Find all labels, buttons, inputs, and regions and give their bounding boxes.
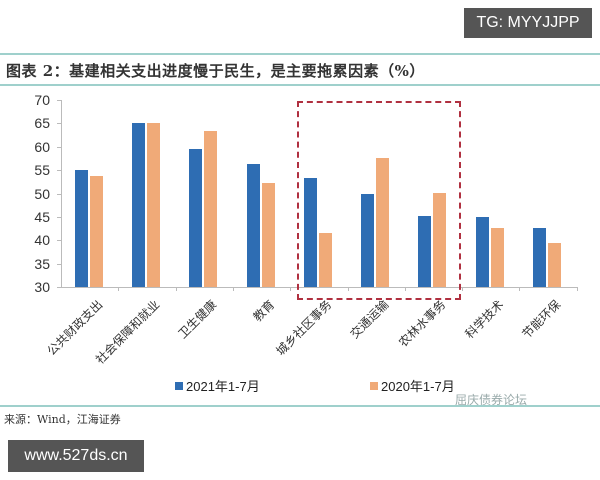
bar-2020 — [146, 123, 160, 287]
y-tick-label: 50 — [34, 185, 50, 202]
bar-2021 — [361, 194, 375, 287]
x-category-label: 科学技术 — [462, 297, 507, 342]
x-tick-mark — [462, 287, 464, 291]
y-tick-label: 35 — [34, 255, 50, 272]
bar-2021 — [131, 123, 145, 287]
x-tick-mark — [519, 287, 521, 291]
chart-title: 图表 2：基建相关支出进度慢于民生，是主要拖累因素（%） — [6, 62, 425, 80]
bar-2021 — [74, 169, 88, 287]
legend-item-2021: 2021年1-7月 — [175, 376, 260, 395]
bar-2021 — [246, 164, 260, 287]
y-tick-label: 65 — [34, 115, 50, 132]
title-rule-top — [0, 53, 600, 55]
x-category-label: 农林水事务 — [396, 297, 449, 350]
y-tick-mark — [57, 100, 61, 101]
y-tick-label: 45 — [34, 208, 50, 225]
x-axis — [61, 287, 577, 288]
legend-item-2020: 2020年1-7月 — [370, 376, 455, 395]
y-tick-mark — [57, 216, 61, 218]
bar-2020 — [433, 193, 447, 287]
x-category-label: 节能环保 — [519, 297, 564, 342]
bar-2020 — [490, 227, 504, 287]
brand-watermark: 屈庆债券论坛 — [455, 393, 528, 407]
bar-2020 — [204, 131, 218, 287]
y-tick-mark — [57, 263, 61, 265]
y-tick-mark — [57, 146, 61, 148]
x-category-label: 交通运输 — [347, 297, 392, 342]
x-tick-mark — [118, 287, 120, 291]
y-tick-mark — [57, 287, 61, 288]
highlight-dashed-box — [297, 101, 461, 300]
source-note: 来源：Wind，江海证券 — [4, 413, 121, 426]
x-tick-mark — [290, 287, 292, 291]
y-tick-label: 70 — [34, 92, 50, 108]
bar-2021 — [189, 148, 203, 287]
x-tick-mark — [404, 287, 406, 291]
y-tick-label: 60 — [34, 138, 50, 155]
title-rule-bottom — [0, 84, 600, 86]
x-tick-mark — [576, 287, 578, 291]
y-tick-mark — [57, 193, 61, 195]
watermark-tg: TG: MYYJJPP — [464, 8, 592, 38]
bar-2021 — [418, 215, 432, 287]
y-tick-mark — [57, 170, 61, 172]
bar-2020 — [548, 243, 562, 287]
source-rule — [0, 405, 600, 407]
watermark-url: www.527ds.cn — [8, 440, 144, 472]
bar-2020 — [376, 157, 390, 287]
x-category-label: 卫生健康 — [175, 297, 220, 342]
bar-2021 — [533, 228, 547, 287]
legend-swatch-2020 — [370, 381, 378, 390]
bar-2020 — [261, 183, 275, 287]
bar-2020 — [318, 232, 332, 287]
x-tick-mark — [347, 287, 349, 291]
x-tick-mark — [175, 287, 177, 291]
legend-swatch-2021 — [175, 381, 183, 390]
legend-label-2020: 2020年1-7月 — [381, 379, 455, 394]
bar-2020 — [89, 176, 103, 287]
y-tick-mark — [57, 123, 61, 125]
bar-2021 — [303, 177, 317, 287]
y-tick-mark — [57, 240, 61, 242]
y-tick-label: 55 — [34, 162, 50, 179]
y-axis — [61, 100, 62, 287]
x-category-label: 城乡社区事务 — [273, 297, 335, 359]
y-tick-label: 40 — [34, 232, 50, 249]
x-tick-mark — [232, 287, 234, 291]
x-category-label: 教育 — [249, 297, 277, 325]
y-tick-label: 30 — [34, 279, 50, 295]
legend-label-2021: 2021年1-7月 — [186, 379, 260, 394]
bar-2021 — [475, 217, 489, 287]
